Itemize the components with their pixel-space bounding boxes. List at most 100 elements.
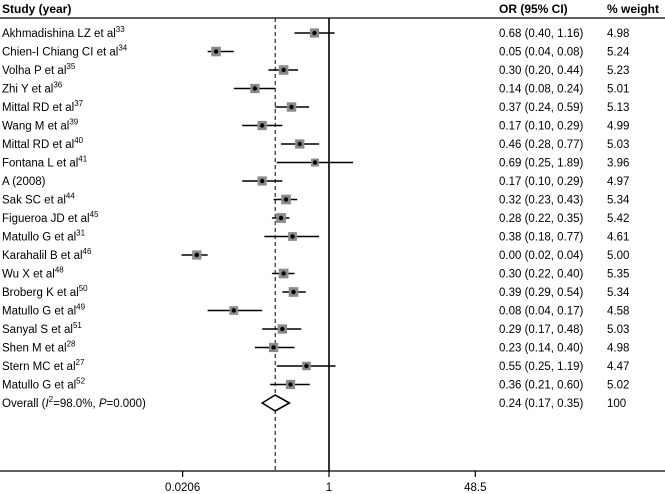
header-study: Study (year) <box>2 2 71 16</box>
study-ref-superscript: 41 <box>78 155 87 164</box>
ci-text: 0.69 (0.25, 1.89) <box>499 158 584 170</box>
weight-text: 5.13 <box>607 102 629 114</box>
overall-diamond <box>260 394 292 412</box>
study-label: Zhi Y et al36 <box>2 81 63 96</box>
weight-text: 4.98 <box>607 28 629 40</box>
study-label: Wang M et al39 <box>2 118 79 133</box>
study-label: Chien-I Chiang CI et al34 <box>2 44 128 59</box>
study-label: Shen M et al28 <box>2 340 76 355</box>
study-label: Sak SC et al44 <box>2 192 75 207</box>
overall-label-part: I <box>45 398 49 410</box>
study-label: Stern MC et al27 <box>2 358 85 373</box>
weight-text: 5.03 <box>607 324 629 336</box>
point-estimate <box>290 234 295 239</box>
study-ref-superscript: 44 <box>66 192 75 201</box>
study-row: Matullo G et al52 0.36 (0.21, 0.60) 5.02 <box>2 377 629 392</box>
study-label: Mittal RD et al40 <box>2 136 84 151</box>
header-weight: % weight <box>607 2 659 16</box>
study-row: Shen M et al28 0.23 (0.14, 0.40) 4.98 <box>2 340 629 355</box>
weight-text: 5.01 <box>607 84 629 96</box>
study-ref-superscript: 52 <box>76 377 85 386</box>
study-label: Matullo G et al49 <box>2 303 86 318</box>
ci-text: 0.38 (0.18, 0.77) <box>499 232 584 244</box>
study-label: Broberg K et al50 <box>2 284 88 299</box>
point-estimate <box>283 197 289 202</box>
study-label: Wu X et al48 <box>2 266 64 281</box>
weight-text: 4.97 <box>607 176 629 188</box>
overall-ci-text: 0.24 (0.17, 0.35) <box>499 398 584 410</box>
ci-text: 0.05 (0.04, 0.08) <box>499 47 584 59</box>
overall-label-part: P <box>99 398 107 410</box>
study-row: Stern MC et al27 0.55 (0.25, 1.19) 4.47 <box>2 358 629 373</box>
ci-text: 0.30 (0.20, 0.44) <box>499 65 584 77</box>
ci-text: 0.17 (0.10, 0.29) <box>499 121 584 133</box>
point-estimate <box>213 49 219 54</box>
study-ref-superscript: 35 <box>66 62 75 71</box>
point-estimate <box>297 141 302 147</box>
ci-text: 0.30 (0.22, 0.40) <box>499 269 584 281</box>
weight-text: 4.61 <box>607 232 629 244</box>
x-tick-label: 48.5 <box>464 482 486 494</box>
study-ref-superscript: 45 <box>90 210 99 219</box>
ci-text: 0.14 (0.08, 0.24) <box>499 84 584 96</box>
study-row: Volha P et al35 0.30 (0.20, 0.44) 5.23 <box>2 62 629 77</box>
study-row: Fontana L et al41 0.69 (0.25, 1.89) 3.96 <box>2 155 629 170</box>
study-ref-superscript: 37 <box>74 99 83 108</box>
point-estimate <box>194 252 200 258</box>
x-tick-label: 1 <box>326 482 332 494</box>
study-ref-superscript: 50 <box>79 284 88 293</box>
ci-text: 0.23 (0.14, 0.40) <box>499 343 584 355</box>
study-label: Sanyal S et al51 <box>2 321 82 336</box>
study-ref-superscript: 34 <box>118 44 127 53</box>
study-ref-superscript: 27 <box>76 358 85 367</box>
study-label: Matullo G et al31 <box>2 229 86 244</box>
study-label: Fontana L et al41 <box>2 155 88 170</box>
ci-text: 0.32 (0.23, 0.43) <box>499 195 584 207</box>
study-ref-superscript: 40 <box>74 136 83 145</box>
study-ref-superscript: 39 <box>69 118 78 127</box>
weight-text: 5.02 <box>607 380 629 392</box>
study-label: Figueroa JD et al45 <box>2 210 99 225</box>
study-row: Mittal RD et al37 0.37 (0.24, 0.59) 5.13 <box>2 99 629 114</box>
ci-text: 0.46 (0.28, 0.77) <box>499 139 584 151</box>
weight-text: 4.47 <box>607 361 629 373</box>
study-ref-superscript: 49 <box>76 303 85 312</box>
study-row: Mittal RD et al40 0.46 (0.28, 0.77) 5.03 <box>2 136 629 151</box>
study-row: Karahalil B et al46 0.00 (0.02, 0.04) 5.00 <box>2 247 629 262</box>
study-row: Sak SC et al44 0.32 (0.23, 0.43) 5.34 <box>2 192 630 207</box>
point-estimate <box>231 308 236 313</box>
study-label: A (2008) <box>2 176 46 188</box>
weight-text: 5.03 <box>607 139 629 151</box>
study-row: Chien-I Chiang CI et al34 0.05 (0.04, 0.0… <box>2 44 630 59</box>
overall-label-part: Overall ( <box>2 398 46 410</box>
study-ref-superscript: 36 <box>53 81 62 90</box>
weight-text: 5.42 <box>607 213 629 225</box>
weight-text: 5.35 <box>607 269 629 281</box>
weight-text: 4.99 <box>607 121 629 133</box>
point-estimate <box>278 215 284 221</box>
overall-label-part: =0.000) <box>107 398 146 410</box>
ci-text: 0.68 (0.40, 1.16) <box>499 28 584 40</box>
point-estimate <box>289 104 294 110</box>
study-row: Matullo G et al49 0.08 (0.04, 0.17) 4.58 <box>2 303 629 318</box>
weight-text: 4.58 <box>607 306 629 318</box>
point-estimate <box>260 178 265 184</box>
study-label: Volha P et al35 <box>2 62 76 77</box>
point-estimate <box>281 67 286 73</box>
study-label: Karahalil B et al46 <box>2 247 92 262</box>
study-ref-superscript: 31 <box>76 229 85 238</box>
header-or-ci: OR (95% CI) <box>499 2 568 16</box>
study-row: Sanyal S et al51 0.29 (0.17, 0.48) 5.03 <box>2 321 629 336</box>
study-row: Akhmadishina LZ et al33 0.68 (0.40, 1.16)… <box>2 25 629 40</box>
point-estimate <box>252 86 258 91</box>
point-estimate <box>288 382 293 387</box>
study-row: A (2008) 0.17 (0.10, 0.29) 4.97 <box>2 176 629 188</box>
study-row: Broberg K et al50 0.39 (0.29, 0.54) 5.34 <box>2 284 630 299</box>
weight-text: 4.98 <box>607 343 629 355</box>
ci-text: 0.08 (0.04, 0.17) <box>499 306 584 318</box>
overall-weight-text: 100 <box>607 398 626 410</box>
ci-text: 0.39 (0.29, 0.54) <box>499 287 584 299</box>
study-row: Wang M et al39 0.17 (0.10, 0.29) 4.99 <box>2 118 629 133</box>
point-estimate <box>312 30 317 36</box>
